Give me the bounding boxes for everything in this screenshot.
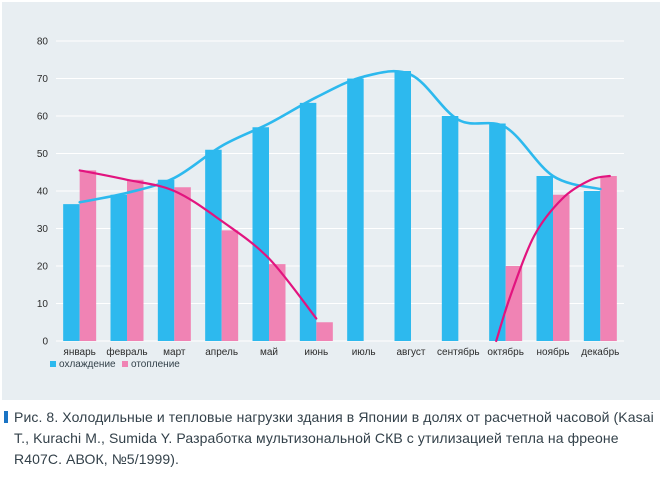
x-tick-label: апрель [205,347,238,358]
bar-cooling [583,191,601,341]
y-tick-label: 30 [37,224,49,235]
x-tick-label: август [397,347,426,358]
bar-cooling [63,204,80,341]
bar-cooling [489,123,506,341]
y-tick-label: 50 [37,149,49,160]
y-tick-label: 60 [37,112,49,123]
heating-trend-line [495,174,611,343]
x-tick-label: май [260,347,278,358]
bar-heating [600,176,617,341]
bar-cooling [252,127,269,341]
bar-heating [505,266,523,341]
x-tick-label: сентябрь [437,346,480,358]
x-tick-label: октябрь [487,346,524,358]
x-tick-label: июнь [304,347,328,358]
bar-cooling [394,71,411,341]
figure-caption: Рис. 8. Холодильные и тепловые нагрузки … [14,409,654,467]
bar-heating [269,264,286,341]
bar-cooling [205,149,222,341]
y-tick-label: 70 [37,74,49,85]
bar-cooling [347,78,364,341]
x-tick-label: март [163,347,186,358]
bar-cooling [536,176,553,341]
y-tick-label: 20 [37,262,49,273]
legend-swatch-cooling [50,361,56,367]
legend-swatch-heating [122,361,128,367]
bar-heating [174,187,191,341]
bar-heating [79,170,97,341]
x-tick-label: декабрь [581,346,619,358]
bar-heating [316,322,333,341]
bar-cooling [157,179,175,341]
bar-heating [553,194,570,341]
x-tick-label: февраль [106,346,147,358]
bar-heating [221,230,239,341]
y-tick-label: 0 [42,337,48,348]
y-tick-label: 80 [37,37,49,48]
x-tick-label: июль [352,347,376,358]
chart-panel: 0 10 20 30 40 50 60 70 80 январь февраль март апрель… [2,2,660,400]
cooling-trend-line [78,69,602,204]
caption-marker [4,411,8,423]
x-tick-label: январь [63,347,95,358]
legend-label-cooling: охлаждение [59,359,116,370]
bar-chart: 0 10 20 30 40 50 60 70 80 январь февраль март апрель… [37,37,624,370]
x-tick-label: ноябрь [537,346,570,358]
bar-cooling [110,194,127,341]
legend-label-heating: отопление [131,359,180,370]
y-tick-label: 10 [37,299,49,310]
bar-cooling [299,102,317,341]
heating-trend-line [78,169,318,320]
bar-cooling [441,116,459,341]
y-tick-label: 40 [37,187,49,198]
bar-heating [127,179,144,341]
